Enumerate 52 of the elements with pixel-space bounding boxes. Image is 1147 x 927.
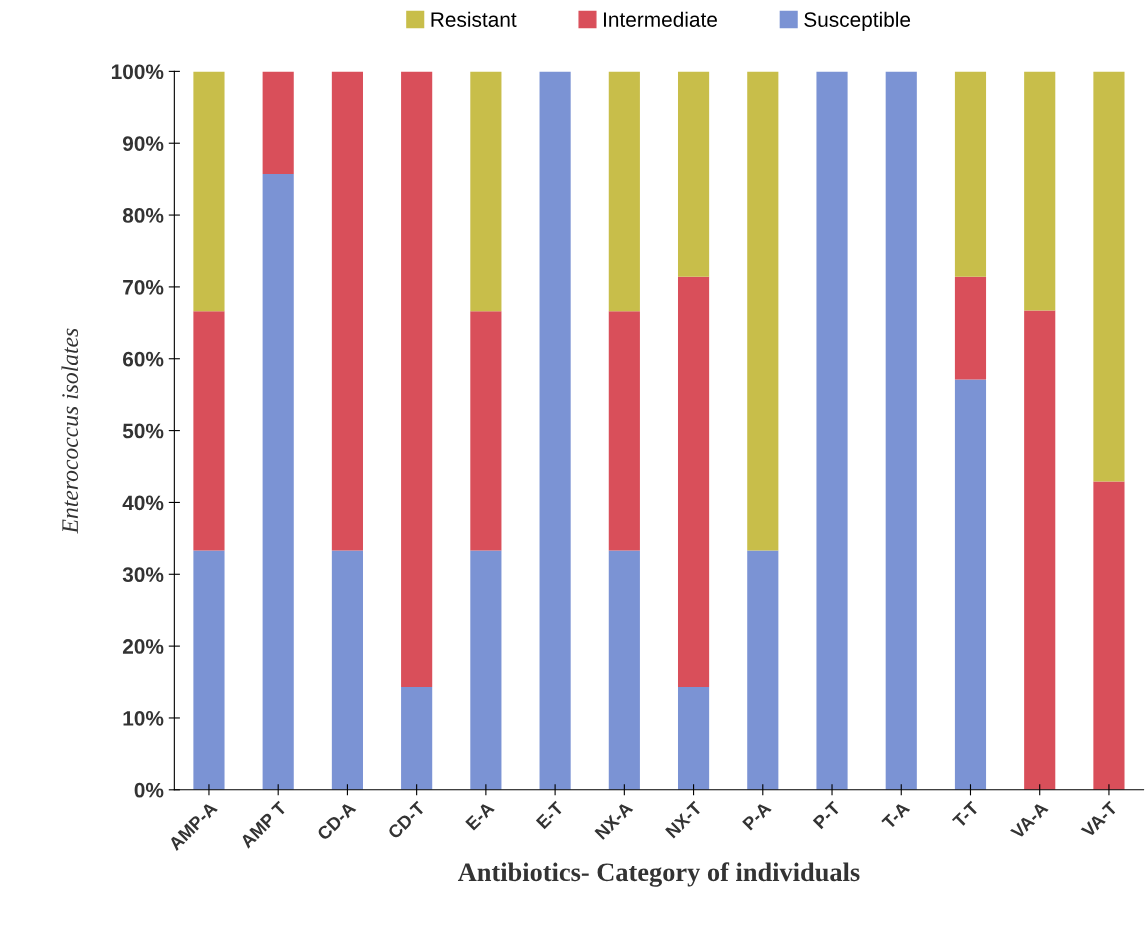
- x-tick-label: E-T: [535, 800, 565, 830]
- bar: [470, 311, 502, 551]
- x-tick-label: T-A: [881, 801, 911, 830]
- y-tick-label: 20%: [122, 639, 164, 654]
- bar: [1024, 310, 1056, 790]
- bar: [816, 71, 848, 790]
- legend-label: Susceptible: [804, 11, 911, 32]
- bar: [193, 311, 225, 551]
- x-tick-label: P-T: [812, 800, 842, 830]
- bar: [608, 71, 640, 312]
- y-axis-title: Enterococcus isolates: [61, 328, 79, 534]
- bar: [1093, 481, 1125, 790]
- x-axis-title: Antibiotics- Category of individuals: [457, 862, 860, 887]
- bar: [608, 550, 640, 790]
- bar: [401, 687, 433, 790]
- bar: [954, 276, 987, 380]
- y-tick-label: 30%: [122, 567, 164, 583]
- bar: [677, 687, 710, 790]
- legend-label: Intermediate: [604, 11, 717, 27]
- y-tick-label: 60%: [122, 351, 164, 367]
- bar: [470, 71, 502, 312]
- bar: [262, 71, 294, 175]
- bar: [954, 71, 987, 277]
- y-tick-label: 40%: [122, 495, 164, 511]
- y-tick-label: 80%: [122, 208, 164, 223]
- bar: [677, 276, 710, 688]
- bar: [401, 71, 433, 688]
- bar: [539, 71, 571, 790]
- y-tick-label: 0%: [134, 782, 164, 798]
- legend-label: Resistant: [431, 11, 517, 27]
- bar: [262, 174, 294, 790]
- x-tick-label: T-T: [951, 800, 980, 829]
- bar: [608, 311, 640, 551]
- bar: [885, 71, 917, 790]
- bar: [954, 379, 987, 790]
- bar: [193, 71, 225, 312]
- x-tick-label: E-A: [465, 801, 495, 831]
- y-tick-label: 50%: [122, 423, 164, 439]
- y-tick-label: 70%: [123, 279, 164, 295]
- y-tick-label: 90%: [122, 136, 164, 151]
- bar: [1093, 71, 1125, 482]
- bar: [331, 550, 363, 790]
- x-tick-label: P-A: [742, 801, 772, 831]
- y-tick-label: 10%: [123, 710, 164, 726]
- bar: [677, 71, 710, 277]
- bar: [470, 550, 502, 790]
- bar: [1024, 71, 1056, 311]
- bar: [747, 71, 779, 551]
- bar: [747, 550, 779, 790]
- y-tick-label: 100%: [111, 64, 164, 80]
- bar: [193, 550, 225, 790]
- bar: [331, 71, 363, 551]
